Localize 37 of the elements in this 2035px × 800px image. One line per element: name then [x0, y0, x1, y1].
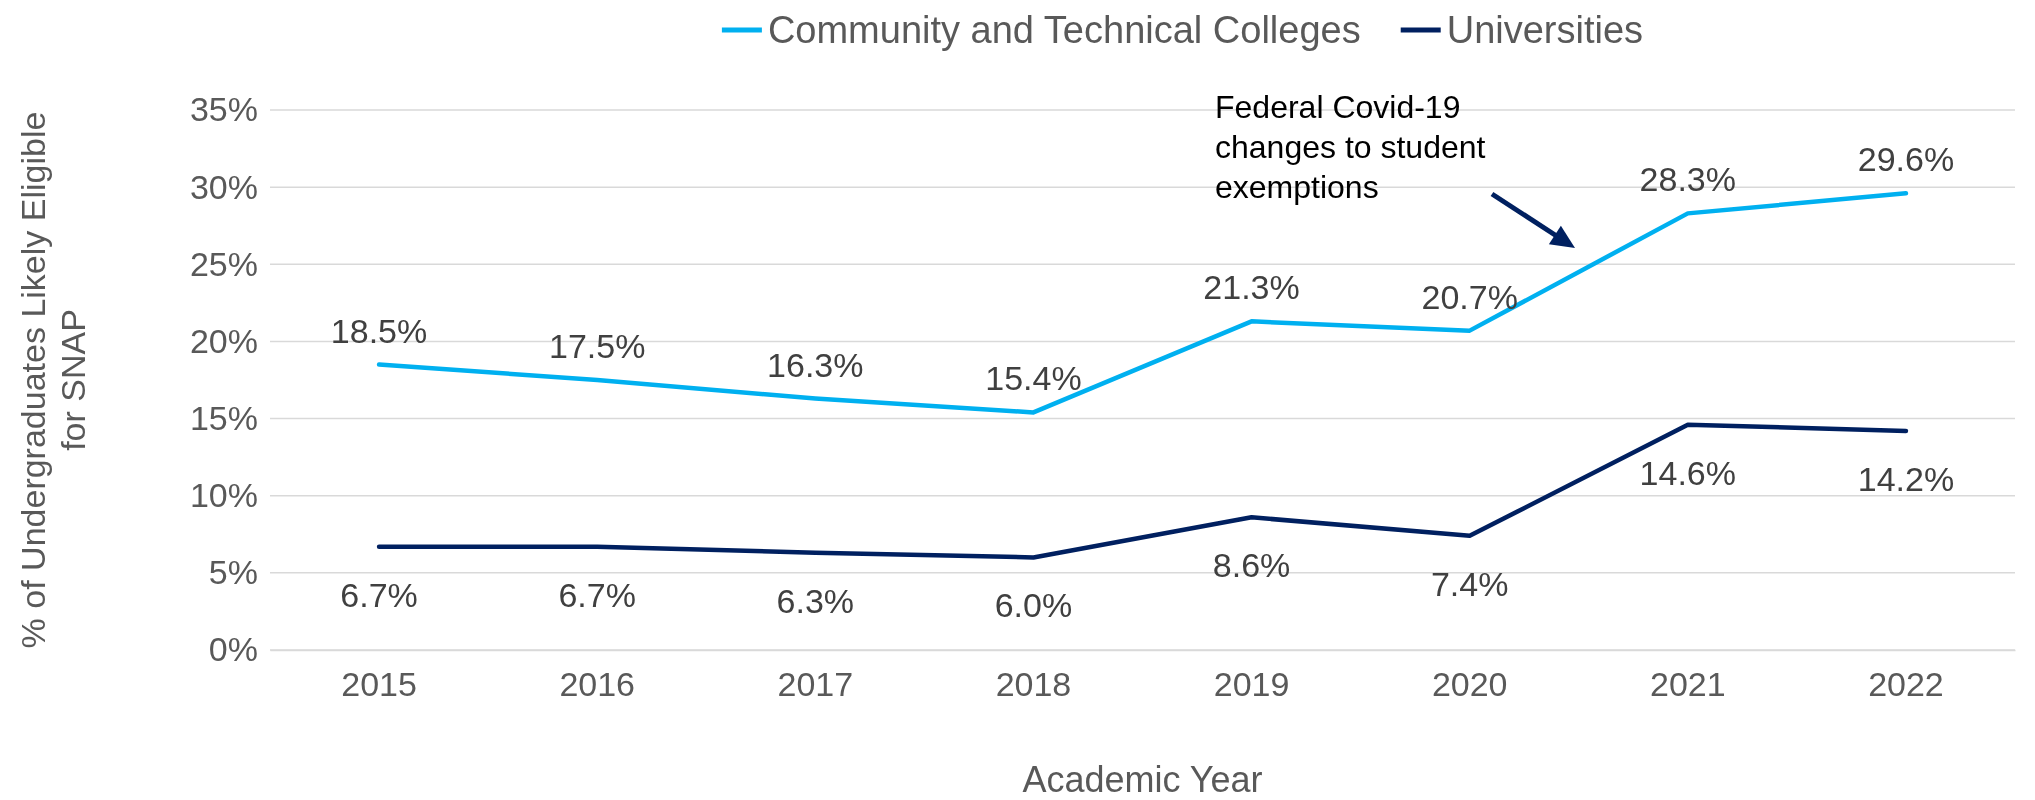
x-tick-label: 2018 — [995, 665, 1072, 704]
annotation: Federal Covid-19 changes to student exemptions — [1215, 89, 1486, 205]
data-label: 14.2% — [1857, 459, 1955, 498]
data-label: 6.0% — [994, 586, 1073, 625]
data-label: 18.5% — [330, 311, 428, 350]
x-tick-label: 2022 — [1868, 665, 1944, 704]
legend-label: Universities — [1446, 9, 1644, 51]
x-tick-label: 2021 — [1649, 665, 1726, 704]
data-label: 8.6% — [1212, 546, 1291, 585]
data-label: 21.3% — [1203, 268, 1300, 307]
data-label: 6.3% — [776, 581, 855, 620]
x-axis-title: Academic Year — [1022, 759, 1263, 800]
x-tick-label: 2019 — [1213, 665, 1290, 704]
data-label: 15.4% — [985, 359, 1082, 398]
data-label: 16.3% — [767, 345, 864, 384]
x-tick-label: 2015 — [341, 665, 417, 704]
data-label: 28.3% — [1639, 160, 1737, 199]
data-label: 14.6% — [1639, 453, 1737, 492]
data-label: 17.5% — [548, 327, 646, 365]
y-tick-label: 35% — [189, 90, 258, 129]
legend-label: Community and Technical Colleges — [767, 9, 1361, 51]
data-label: 6.7% — [340, 575, 418, 614]
y-tick-label: 20% — [189, 321, 258, 360]
data-label: 20.7% — [1421, 277, 1518, 316]
y-tick-label: 10% — [189, 476, 258, 515]
y-tick-label: 25% — [189, 244, 258, 283]
y-tick-label: 0% — [208, 630, 258, 669]
y-axis-title: % of Undergraduates Likely Eligible for SNAP — [14, 111, 92, 649]
x-tick-label: 2016 — [559, 665, 636, 704]
y-tick-label: 15% — [189, 398, 258, 437]
data-label: 6.7% — [558, 575, 636, 614]
y-tick-label: 5% — [208, 553, 258, 592]
x-tick-label: 2017 — [777, 665, 854, 704]
data-label: 29.6% — [1857, 140, 1955, 179]
x-tick-label: 2020 — [1431, 665, 1508, 704]
data-label: 7.4% — [1430, 564, 1509, 603]
y-tick-label: 30% — [189, 167, 258, 206]
